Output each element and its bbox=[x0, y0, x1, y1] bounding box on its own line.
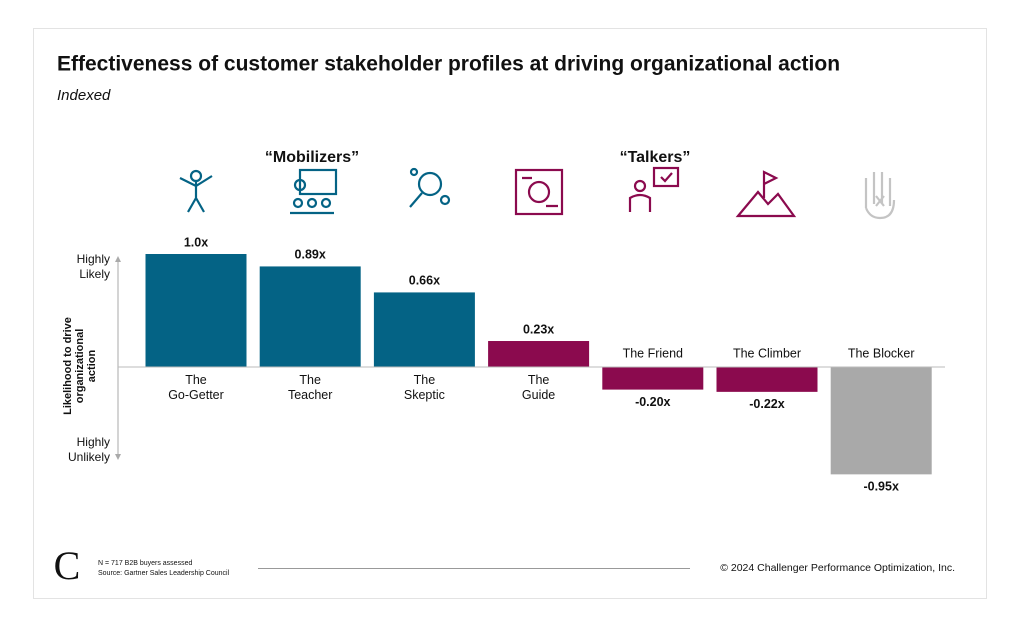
category-label: The Climber bbox=[733, 346, 801, 360]
chart-subtitle: Indexed bbox=[57, 87, 111, 104]
bar bbox=[602, 367, 704, 390]
value-label: 1.0x bbox=[184, 235, 208, 249]
logo: C bbox=[54, 543, 81, 588]
copyright: © 2024 Challenger Performance Optimizati… bbox=[720, 562, 955, 574]
bar bbox=[259, 266, 361, 367]
bar bbox=[830, 367, 932, 475]
group-label: “Mobilizers” bbox=[265, 149, 359, 166]
value-label: -0.20x bbox=[635, 395, 670, 409]
category-label: The Friend bbox=[623, 346, 683, 360]
y-bottom-label: Highly Unlikely bbox=[68, 435, 110, 464]
value-label: 0.89x bbox=[295, 248, 326, 262]
footnote: N = 717 B2B buyers assessed bbox=[98, 560, 192, 567]
category-label: The Blocker bbox=[848, 346, 915, 360]
bar bbox=[145, 254, 247, 367]
category-label: The Guide bbox=[522, 373, 555, 402]
chart-title: Effectiveness of customer stakeholder pr… bbox=[57, 53, 840, 76]
value-label: -0.22x bbox=[749, 397, 784, 411]
category-label: The Skeptic bbox=[404, 373, 445, 402]
category-label: The Teacher bbox=[288, 373, 332, 402]
bar bbox=[488, 341, 590, 367]
footnote: Source: Gartner Sales Leadership Council bbox=[98, 570, 230, 577]
value-label: 0.66x bbox=[409, 274, 440, 288]
bar bbox=[716, 367, 818, 392]
icons bbox=[179, 166, 896, 220]
category-label: The Go-Getter bbox=[168, 373, 224, 402]
group-label: “Talkers” bbox=[620, 149, 691, 166]
value-label: -0.95x bbox=[863, 480, 898, 494]
bar bbox=[373, 292, 475, 367]
y-top-label: Highly Likely bbox=[77, 252, 110, 281]
value-label: 0.23x bbox=[523, 322, 554, 336]
y-axis-label: Likelihood to driveorganizationalaction bbox=[62, 317, 98, 415]
